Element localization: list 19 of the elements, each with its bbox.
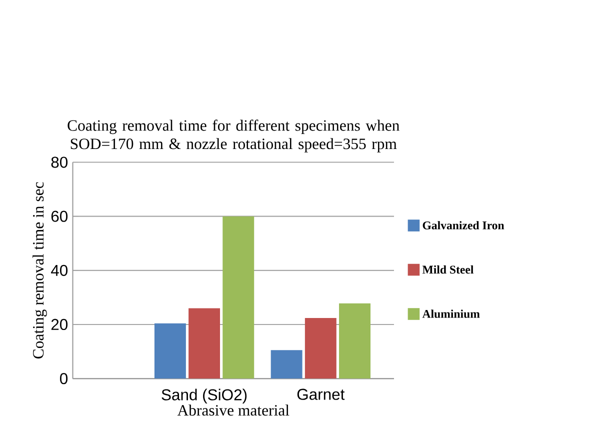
y-tick-label: 60	[51, 210, 68, 222]
bar	[304, 318, 336, 379]
y-tick-label: 20	[51, 319, 68, 330]
x-tick-label: Garnet	[297, 388, 345, 400]
legend-label: Galvanized Iron	[422, 221, 504, 230]
y-tick-label: 80	[51, 156, 68, 168]
y-axis-title: Coating removal time in sec	[32, 182, 47, 359]
chart-title: Coating removal time for different specimens when SOD=170 mm & nozzle rotational speed=355 rpm	[68, 120, 400, 153]
y-tick-label: 40	[51, 265, 68, 276]
bar	[188, 308, 220, 379]
bar	[222, 216, 254, 379]
legend-label: Mild Steel	[422, 266, 474, 274]
bar	[154, 324, 186, 379]
y-tick-label: 0	[60, 373, 68, 384]
x-axis-title: Abrasive material	[177, 404, 290, 416]
x-tick-label: Sand (SiO2)	[162, 388, 247, 404]
legend-label: Aluminium	[422, 310, 480, 318]
bar	[270, 350, 302, 379]
bar	[339, 304, 370, 379]
